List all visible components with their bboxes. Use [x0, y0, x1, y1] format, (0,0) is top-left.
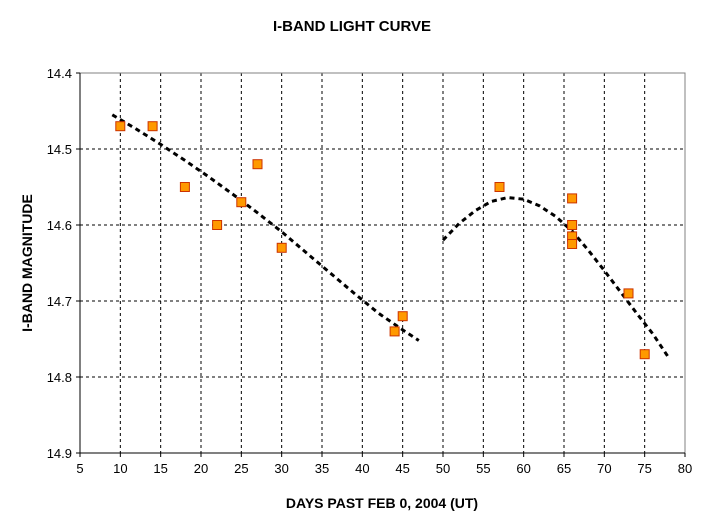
y-tick-label: 14.9 [47, 446, 72, 461]
gridlines [80, 73, 685, 453]
data-point [639, 349, 650, 360]
x-tick-label: 50 [436, 461, 450, 476]
y-tick-label: 14.7 [47, 294, 72, 309]
y-tick-label: 14.5 [47, 142, 72, 157]
plot-frame [79, 72, 686, 454]
x-tick-label: 35 [315, 461, 329, 476]
data-point [389, 326, 400, 337]
y-tick-label: 14.6 [47, 218, 72, 233]
x-tick-label: 80 [678, 461, 692, 476]
fit-line [111, 113, 420, 342]
data-point [494, 182, 505, 192]
y-tick-labels: 14.4 14.5 14.6 14.7 14.8 14.9 [47, 66, 80, 461]
x-tick-label: 40 [355, 461, 369, 476]
x-axis-label: DAYS PAST FEB 0, 2004 (UT) [286, 495, 478, 511]
x-tick-label: 45 [395, 461, 409, 476]
x-tick-label: 25 [234, 461, 248, 476]
x-tick-label: 55 [476, 461, 490, 476]
data-point [567, 239, 578, 249]
data-point [252, 159, 263, 170]
data-point [623, 288, 634, 299]
data-point [397, 311, 408, 322]
data-point [212, 220, 223, 230]
data-point [115, 121, 126, 132]
x-tick-label: 5 [76, 461, 83, 476]
data-point [147, 121, 158, 132]
data-point [567, 193, 578, 204]
x-tick-labels: 5 10 15 20 25 30 35 40 45 50 55 60 65 70 75 80 [76, 453, 692, 476]
y-tick-label: 14.4 [47, 66, 72, 81]
data-point [179, 182, 190, 192]
chart-title: I-BAND LIGHT CURVE [273, 18, 431, 35]
x-tick-label: 15 [153, 461, 167, 476]
data-point [236, 197, 247, 208]
y-axis-label: I-BAND MAGNITUDE [19, 194, 35, 332]
x-tick-label: 10 [113, 461, 127, 476]
y-tick-label: 14.8 [47, 370, 72, 385]
fit-lines [111, 113, 671, 359]
x-tick-label: 30 [274, 461, 288, 476]
x-tick-label: 20 [194, 461, 208, 476]
data-markers [115, 121, 650, 360]
data-point [276, 242, 287, 253]
fit-line [441, 196, 671, 359]
x-tick-label: 75 [637, 461, 651, 476]
x-tick-label: 65 [557, 461, 571, 476]
data-point [567, 220, 578, 230]
x-tick-label: 70 [597, 461, 611, 476]
x-tick-label: 60 [516, 461, 530, 476]
